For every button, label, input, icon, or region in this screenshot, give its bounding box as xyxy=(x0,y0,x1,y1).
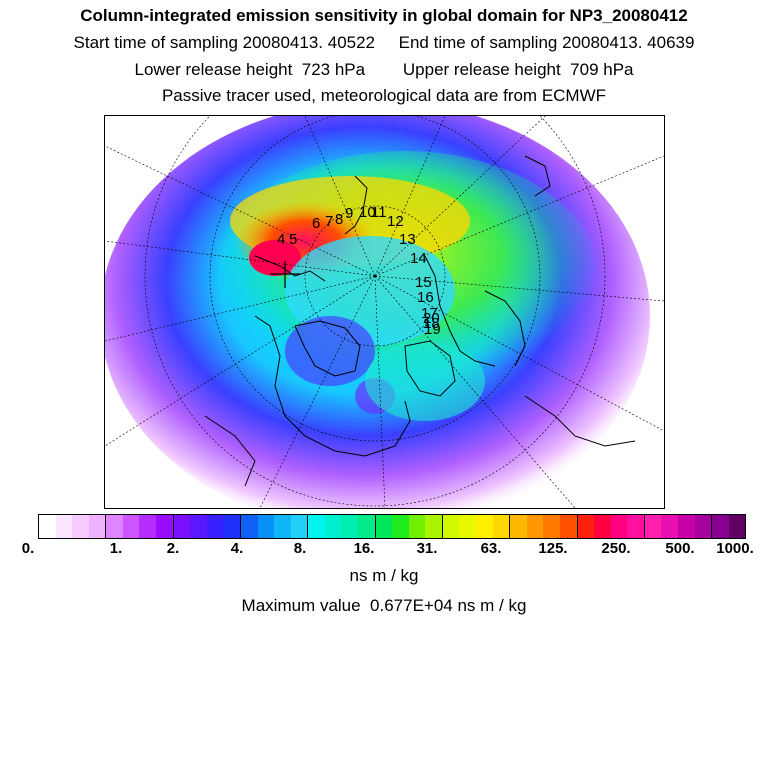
trajectory-label: 15 xyxy=(415,274,432,291)
graticule xyxy=(105,116,664,508)
colorbar-segment xyxy=(106,515,123,538)
trajectory-label: 20 xyxy=(423,310,440,327)
colorbar-segment xyxy=(559,515,578,538)
release-point-marker xyxy=(270,261,300,288)
colorbar-tick-label: 63. xyxy=(480,540,502,557)
colorbar-segment xyxy=(526,515,544,538)
map-title: Column-integrated emission sensitivity i… xyxy=(80,6,688,25)
colorbar-segment xyxy=(476,515,493,538)
sampling-time-line: Start time of sampling 20080413. 40522 E… xyxy=(73,33,695,52)
colorbar-segment xyxy=(594,515,611,538)
colorbar-segment xyxy=(375,515,393,538)
colorbar-segment xyxy=(274,515,291,538)
colorbar-segment xyxy=(543,515,560,538)
colorbar-segment xyxy=(55,515,73,538)
colorbar-segment xyxy=(694,515,713,538)
colorbar-tick-label: 2. xyxy=(166,540,180,557)
colorbar-tick-label: 4. xyxy=(230,540,244,557)
colorbar-segment xyxy=(610,515,628,538)
colorbar xyxy=(38,514,746,539)
trajectory-label: 8 xyxy=(335,211,343,228)
trajectory-label: 11 xyxy=(371,204,387,221)
trajectory-label: 4 xyxy=(277,231,285,248)
colorbar-segment xyxy=(712,515,729,538)
sensitivity-field xyxy=(105,116,650,508)
colorbar-tick-label: 1. xyxy=(109,540,123,557)
colorbar-segment xyxy=(661,515,678,538)
colorbar-segment xyxy=(408,515,426,538)
colorbar-segment xyxy=(425,515,443,538)
colorbar-tick-label: 31. xyxy=(416,540,438,557)
colorbar-segment xyxy=(257,515,275,538)
colorbar-segment xyxy=(510,515,527,538)
colorbar-segment xyxy=(88,515,107,538)
colorbar-unit: ns m / kg xyxy=(349,566,419,585)
trajectory-label: 9 xyxy=(345,205,353,222)
colorbar-tick-label: 8. xyxy=(293,540,307,557)
trajectory-label: 14 xyxy=(410,250,427,267)
colorbar-tick-label: 250. xyxy=(601,540,631,557)
colorbar-segment xyxy=(139,515,157,538)
colorbar-segment xyxy=(577,515,595,538)
trajectory-label: 13 xyxy=(399,231,416,248)
trajectory-label: 7 xyxy=(325,213,333,230)
colorbar-segment xyxy=(677,515,695,538)
trajectory-label: 12 xyxy=(387,213,404,230)
colorbar-tick-label: 500. xyxy=(665,540,695,557)
colorbar-segment xyxy=(442,515,460,538)
colorbar-segment xyxy=(627,515,645,538)
trajectory-label: 17 xyxy=(421,305,438,322)
colorbar-segment xyxy=(728,515,746,538)
colorbar-segment xyxy=(173,515,191,538)
colorbar-ticks: 0. 1. 2. 4. 8. 16. 31. 63. 125. 250. 500. 1000. xyxy=(0,540,768,560)
map-panel: 4 5 6 7 8 9 10 11 12 13 14 15 16 17 18 19 20 xyxy=(104,115,665,509)
colorbar-segment xyxy=(392,515,409,538)
colorbar-tick-label: 16. xyxy=(353,540,375,557)
colorbar-segment xyxy=(223,515,241,538)
trajectory-label: 5 xyxy=(289,231,297,248)
release-height-line: Lower release height 723 hPa Upper relea… xyxy=(134,60,634,79)
colorbar-segment xyxy=(39,515,56,538)
colorbar-segment xyxy=(357,515,376,538)
trajectory-label: 10 xyxy=(359,204,376,221)
colorbar-segment xyxy=(122,515,140,538)
colorbar-segment xyxy=(240,515,258,538)
colorbar-segment xyxy=(341,515,358,538)
trajectory-label: 18 xyxy=(423,315,440,332)
colorbar-tick-label: 1000. xyxy=(716,540,754,557)
colorbar-segment xyxy=(324,515,342,538)
trajectory-label: 16 xyxy=(417,289,434,306)
trajectory-label: 19 xyxy=(424,321,441,338)
colorbar-segment xyxy=(459,515,477,538)
colorbar-segment xyxy=(156,515,174,538)
trajectory-label: 6 xyxy=(312,215,320,232)
colorbar-segment xyxy=(290,515,309,538)
colorbar-tick-label: 125. xyxy=(538,540,568,557)
colorbar-segment xyxy=(644,515,662,538)
colorbar-segment xyxy=(308,515,325,538)
maximum-value-text: Maximum value 0.677E+04 ns m / kg xyxy=(241,596,527,615)
colorbar-segment xyxy=(72,515,89,538)
colorbar-tick-label: 0. xyxy=(21,540,35,557)
colorbar-segment xyxy=(190,515,207,538)
tracer-info-line: Passive tracer used, meteorological data… xyxy=(161,86,607,105)
colorbar-segment xyxy=(206,515,224,538)
colorbar-segment xyxy=(492,515,511,538)
